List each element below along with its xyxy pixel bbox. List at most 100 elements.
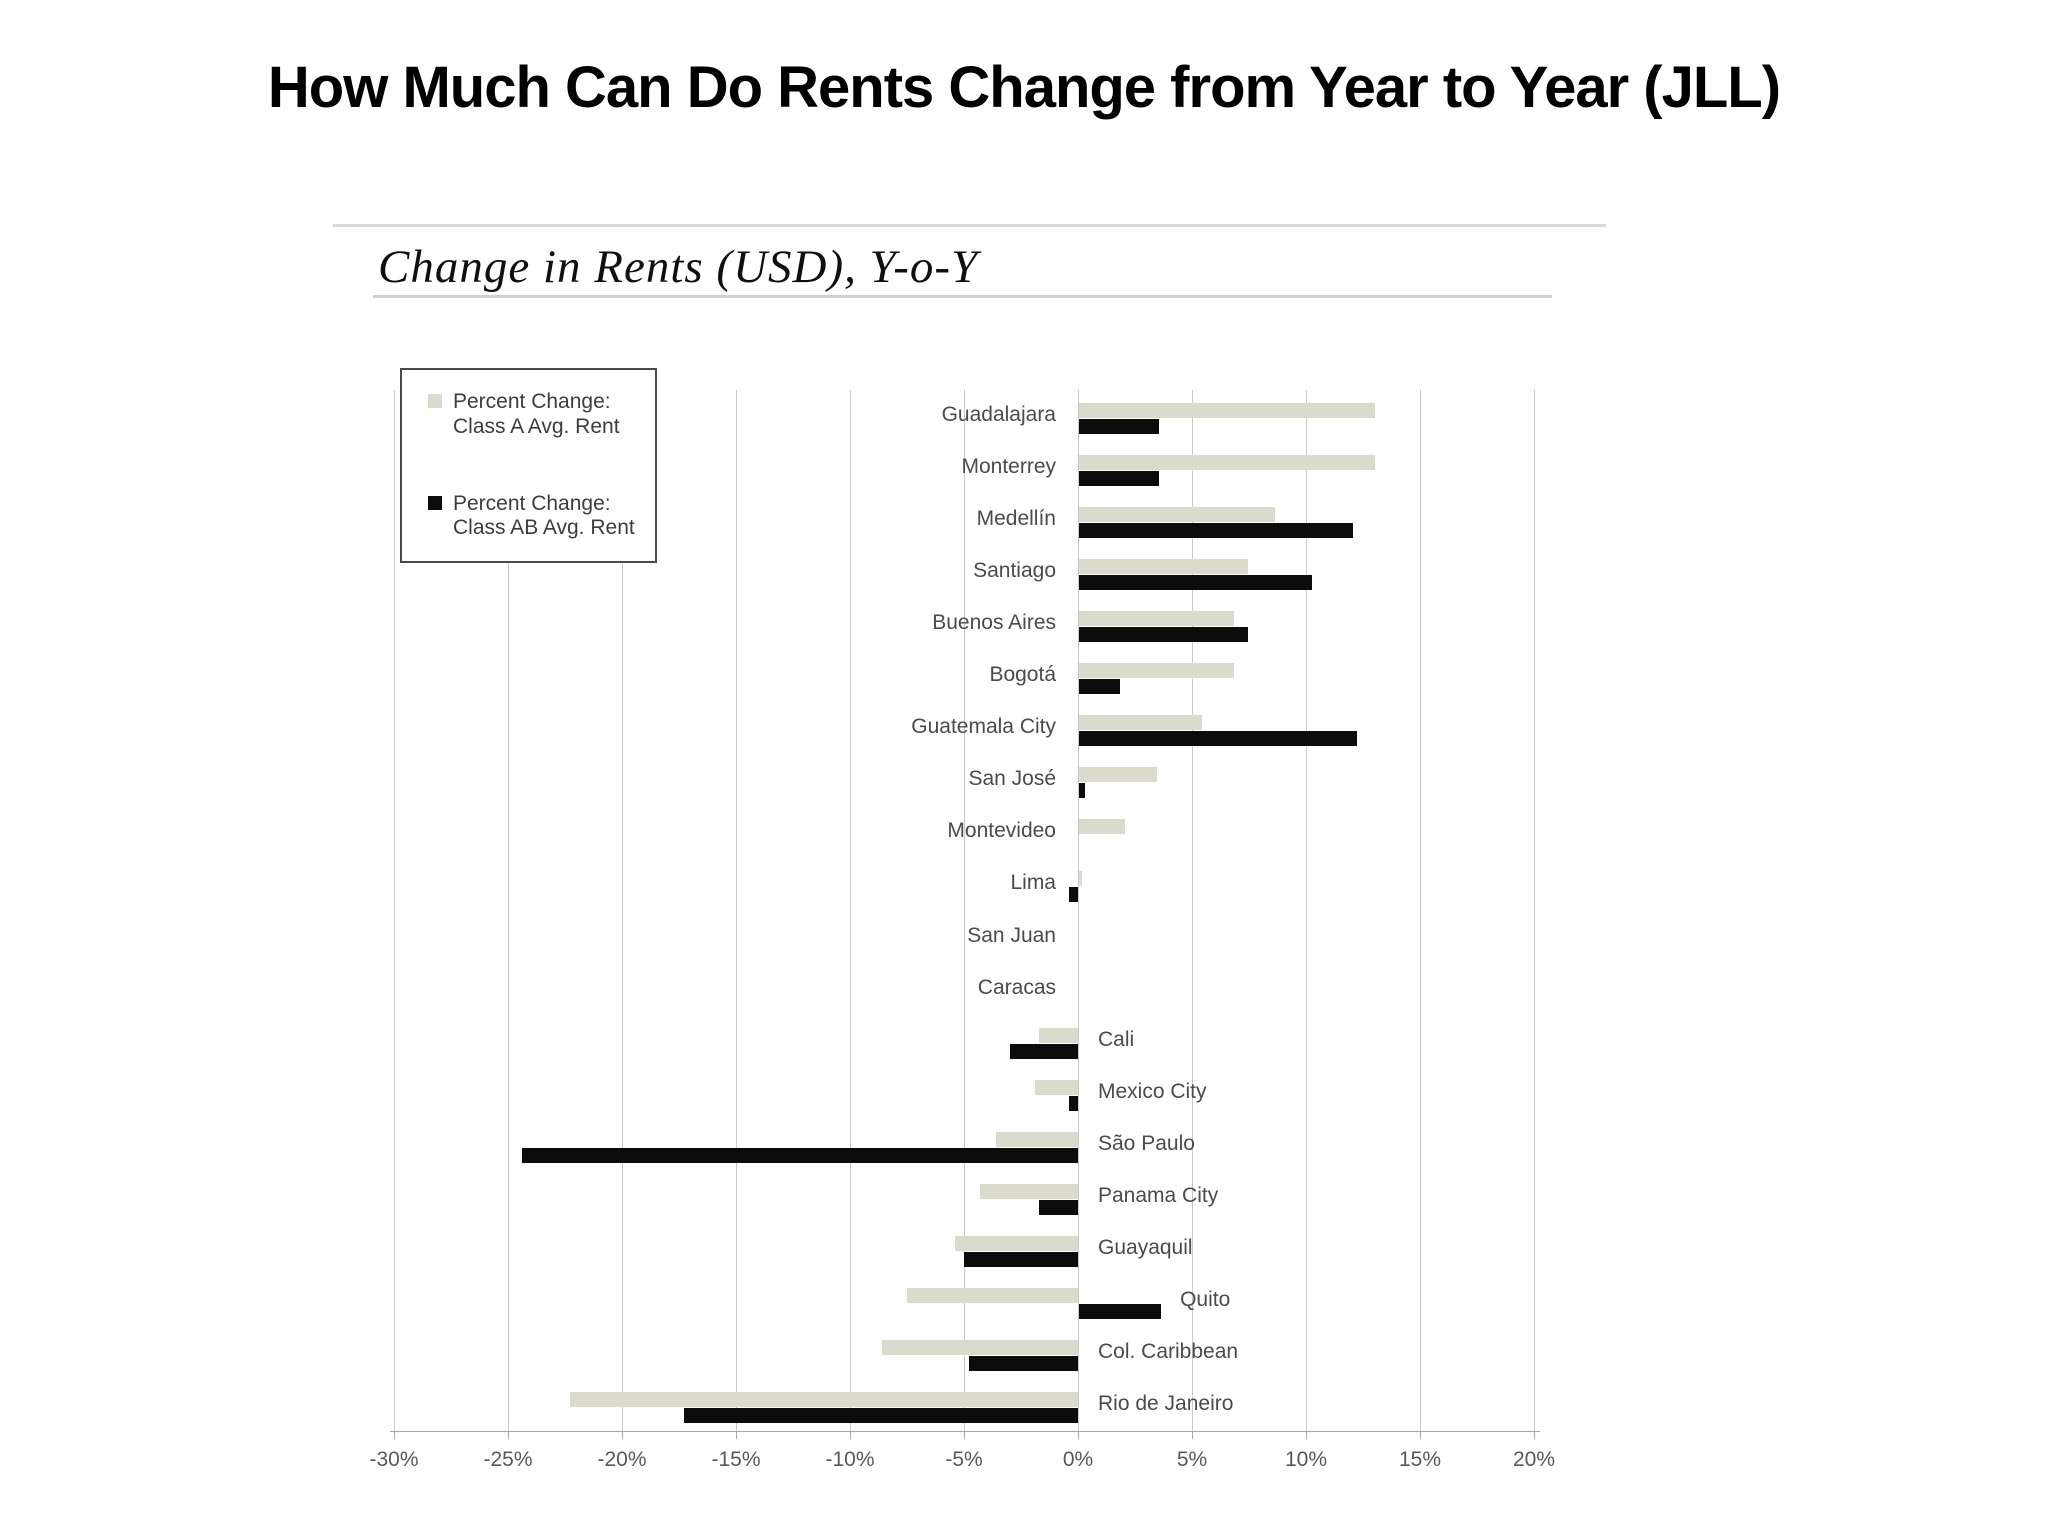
bar-class-a xyxy=(1079,611,1235,627)
bar-class-ab xyxy=(1068,887,1078,903)
category-label: Caracas xyxy=(977,975,1056,999)
x-tick-label: -10% xyxy=(825,1448,875,1471)
category-label: Guadalajara xyxy=(941,402,1056,426)
axis-tick-mark xyxy=(964,1431,965,1439)
category-label: Medellín xyxy=(976,506,1056,530)
category-label: Lima xyxy=(1010,871,1056,895)
legend-swatch-class-a xyxy=(428,394,442,408)
x-tick-label: 5% xyxy=(1176,1448,1208,1471)
x-tick-label: -30% xyxy=(369,1448,419,1471)
x-tick-label: -25% xyxy=(483,1448,533,1471)
gridline xyxy=(1078,390,1079,1431)
bar-class-ab xyxy=(521,1147,1078,1163)
gridline xyxy=(1306,390,1307,1431)
category-label: Monterrey xyxy=(961,454,1056,478)
bar-class-ab xyxy=(1079,523,1353,539)
axis-tick-mark xyxy=(1078,1431,1079,1439)
x-tick-label: 10% xyxy=(1284,1448,1328,1471)
bar-class-ab xyxy=(683,1407,1078,1423)
axis-tick-mark xyxy=(508,1431,509,1439)
divider-line-top xyxy=(333,224,1606,227)
gridline xyxy=(1420,390,1421,1431)
bar-class-ab xyxy=(1079,731,1358,747)
bar-class-a xyxy=(1039,1027,1078,1043)
bar-class-ab xyxy=(1079,471,1159,487)
legend-entry: Percent Change: Class AB Avg. Rent xyxy=(428,492,647,542)
category-label: San José xyxy=(968,767,1056,791)
bar-class-a xyxy=(569,1391,1078,1407)
category-label: Quito xyxy=(1180,1287,1231,1311)
bar-class-a xyxy=(1079,403,1376,418)
category-label: São Paulo xyxy=(1098,1131,1195,1155)
gridline xyxy=(736,390,737,1431)
legend-entry: Percent Change: Class A Avg. Rent xyxy=(428,390,647,440)
axis-tick-mark xyxy=(622,1431,623,1439)
gridline xyxy=(964,390,965,1431)
gridline xyxy=(622,390,623,1431)
category-label: Montevideo xyxy=(947,819,1056,843)
legend-label: Percent Change: Class A Avg. Rent xyxy=(453,390,620,438)
bar-class-a xyxy=(954,1235,1078,1251)
divider-line-bottom xyxy=(373,295,1552,298)
bar-class-ab xyxy=(1068,1095,1078,1111)
x-tick-label: -15% xyxy=(711,1448,761,1471)
axis-tick-mark xyxy=(1306,1431,1307,1439)
category-label: Santiago xyxy=(973,558,1056,582)
x-tick-label: 15% xyxy=(1398,1448,1442,1471)
bar-class-ab xyxy=(1079,627,1248,643)
chart-title: Change in Rents (USD), Y-o-Y xyxy=(378,241,979,293)
category-label: Panama City xyxy=(1098,1183,1219,1207)
x-tick-label: -20% xyxy=(597,1448,647,1471)
bar-class-ab xyxy=(1079,783,1085,799)
category-label: Buenos Aires xyxy=(932,611,1056,635)
bar-class-a xyxy=(1034,1079,1078,1095)
axis-tick-mark xyxy=(1192,1431,1193,1439)
bar-class-ab xyxy=(1009,1043,1078,1059)
page-title: How Much Can Do Rents Change from Year t… xyxy=(267,55,1781,120)
x-tick-label: 0% xyxy=(1062,1448,1094,1471)
chart-legend: Percent Change: Class A Avg. Rent Percent … xyxy=(400,368,657,563)
bar-class-ab xyxy=(964,1251,1078,1267)
bar-class-ab xyxy=(1079,419,1159,434)
gridline xyxy=(394,390,395,1431)
category-label: Bogotá xyxy=(989,663,1056,687)
category-label: Mexico City xyxy=(1098,1079,1207,1103)
axis-tick-mark xyxy=(1534,1431,1535,1439)
bar-class-a xyxy=(907,1287,1078,1303)
x-tick-label: 20% xyxy=(1512,1448,1556,1471)
category-label: Guatemala City xyxy=(911,715,1056,739)
bar-class-a xyxy=(1079,663,1235,679)
bar-class-a xyxy=(1079,767,1157,783)
bar-class-ab xyxy=(1079,575,1312,591)
bar-class-a xyxy=(995,1131,1078,1147)
bar-class-a xyxy=(1079,871,1083,887)
bar-class-a xyxy=(1079,455,1376,471)
category-label: Col. Caribbean xyxy=(1098,1339,1239,1363)
gridline xyxy=(508,390,509,1431)
x-axis-line xyxy=(390,1431,1540,1432)
bar-class-a xyxy=(1079,507,1276,523)
bar-class-a xyxy=(1079,715,1203,731)
bar-class-ab xyxy=(1039,1199,1078,1215)
category-label: Rio de Janeiro xyxy=(1098,1391,1234,1415)
axis-tick-mark xyxy=(850,1431,851,1439)
legend-label: Percent Change: Class AB Avg. Rent xyxy=(453,491,635,540)
bar-class-ab xyxy=(1079,679,1121,695)
bar-class-a xyxy=(1079,559,1248,575)
axis-tick-mark xyxy=(1420,1431,1421,1439)
gridline xyxy=(1192,390,1193,1431)
bar-class-ab xyxy=(1079,1303,1162,1319)
axis-tick-mark xyxy=(736,1431,737,1439)
bar-class-a xyxy=(979,1183,1078,1199)
legend-swatch-class-ab xyxy=(428,495,442,510)
bar-class-a xyxy=(881,1339,1078,1355)
bar-class-ab xyxy=(968,1355,1078,1371)
gridline xyxy=(1534,390,1535,1431)
x-tick-label: -5% xyxy=(945,1448,983,1471)
gridline xyxy=(850,390,851,1431)
category-label: San Juan xyxy=(967,923,1056,947)
category-label: Guayaquil xyxy=(1098,1235,1193,1259)
axis-tick-mark xyxy=(394,1431,395,1439)
